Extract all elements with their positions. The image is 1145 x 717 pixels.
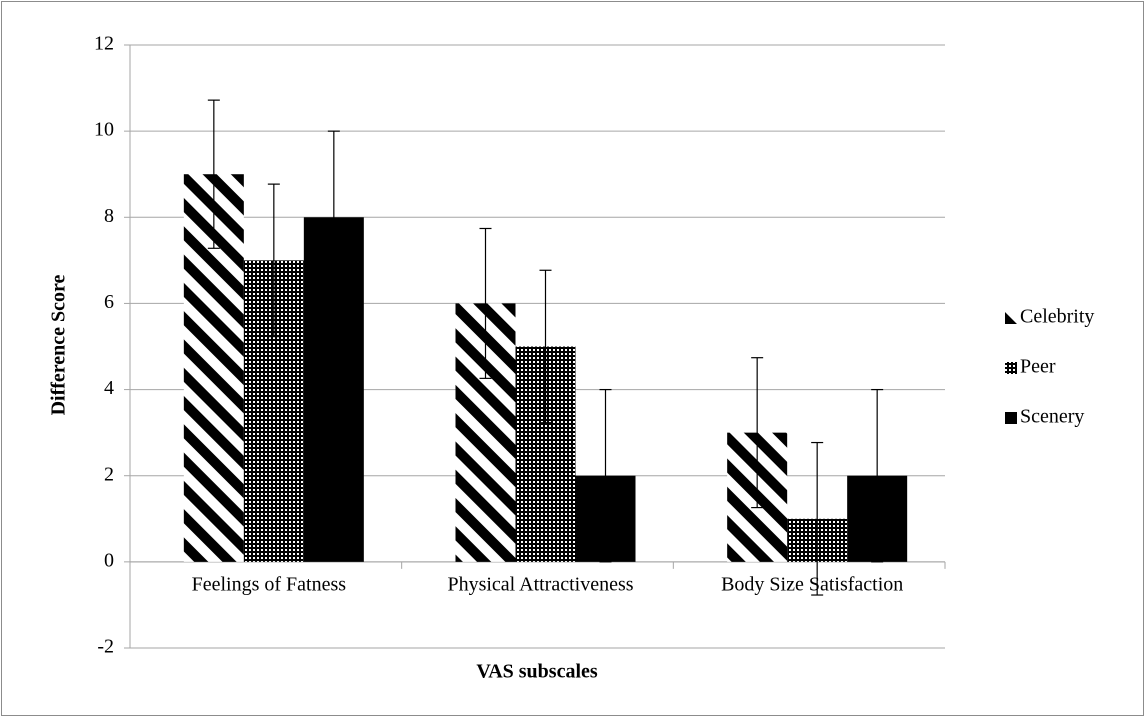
y-tick-label: -2	[97, 636, 114, 658]
y-tick-label: 2	[104, 463, 114, 485]
legend-label: Celebrity	[1020, 306, 1094, 328]
x-tick-label: Feelings of Fatness	[192, 573, 347, 595]
x-axis-label: VAS subscales	[476, 661, 598, 683]
y-tick-label: 12	[94, 33, 114, 55]
y-axis-label: Difference Score	[48, 274, 70, 415]
y-tick-label: 8	[104, 205, 114, 227]
y-tick-label: 6	[104, 291, 114, 313]
y-tick-label: 4	[104, 377, 114, 399]
legend-swatch	[1005, 312, 1017, 324]
legend-swatch	[1005, 362, 1017, 374]
legend-label: Peer	[1020, 356, 1056, 378]
legend-swatch	[1005, 412, 1017, 424]
legend-label: Scenery	[1020, 406, 1084, 428]
y-tick-label: 10	[94, 119, 114, 141]
x-tick-label: Physical Attractiveness	[447, 573, 633, 595]
x-tick-label: Body Size Satisfaction	[721, 573, 903, 595]
y-tick-label: 0	[104, 549, 114, 571]
